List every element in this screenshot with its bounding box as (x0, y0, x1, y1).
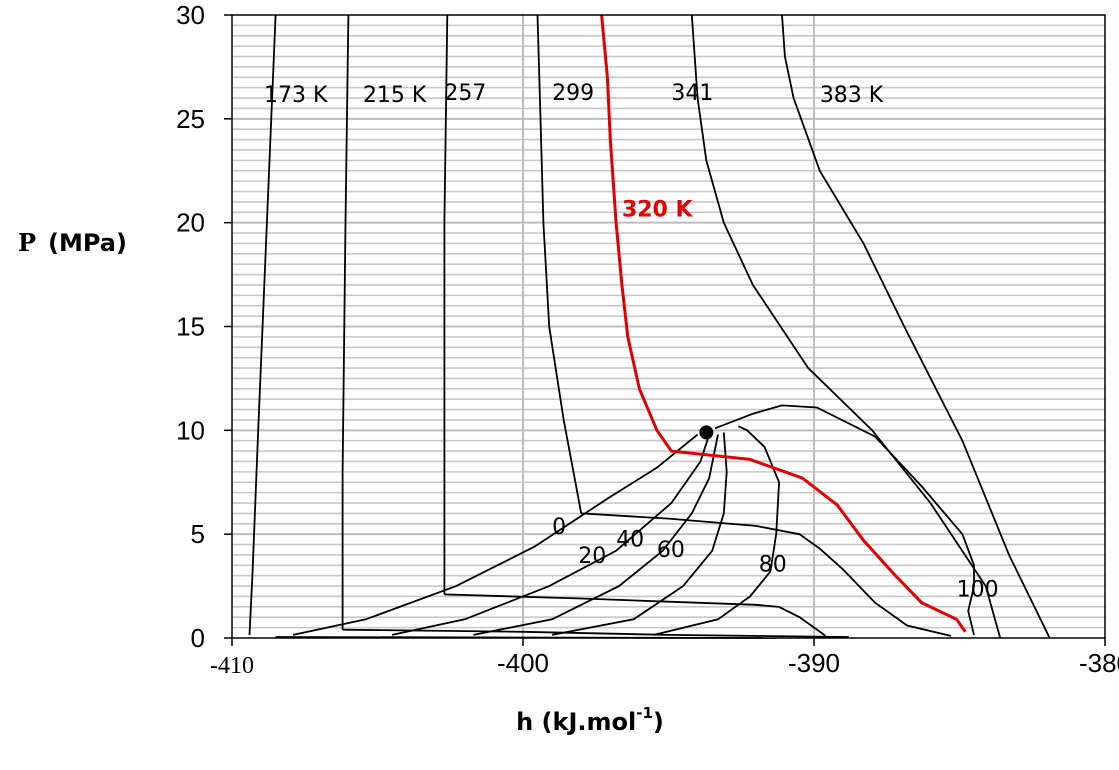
x-axis-title-sup: -1 (636, 704, 653, 722)
grid (232, 15, 1105, 638)
curves (248, 14, 1051, 639)
isotherm-299 (536, 14, 583, 514)
labels: 173 K 215 K 257 299 341 383 K 0 20 40 60 80 100 320 … (264, 81, 999, 602)
tie-line-3 (444, 593, 827, 637)
isotherm-label-299: 299 (552, 81, 594, 106)
isotherm-320-k (600, 14, 967, 633)
x-tick-label: -400 (497, 648, 549, 678)
quality-curve-40 (473, 434, 719, 636)
x-axis-title: h (kJ.mol-1) (516, 704, 664, 736)
x-tick-label: -410 (210, 653, 254, 679)
quality-label-100: 100 (957, 577, 999, 602)
y-axis-title-units: (MPa) (48, 229, 127, 257)
quality-label-60: 60 (657, 538, 685, 563)
y-tick-label: 30 (176, 0, 205, 30)
y-tick-label: 5 (191, 519, 205, 549)
quality-curve-100 (714, 404, 975, 636)
quality-curve-0 (292, 433, 699, 636)
x-tick-label: -390 (788, 648, 840, 678)
isotherm-label-257: 257 (444, 81, 486, 106)
quality-label-80: 80 (759, 553, 787, 578)
y-tick-label: 15 (176, 312, 205, 342)
isotherm-257 (443, 14, 449, 595)
isotherm-label-173-k: 173 K (264, 83, 328, 108)
critical-point-marker (699, 425, 714, 440)
x-tick-label: -380 (1079, 648, 1119, 678)
quality-label-40: 40 (616, 528, 644, 553)
isotherm-383-k (781, 14, 1051, 639)
tie-line-4 (581, 512, 952, 637)
isotherm-215-k (341, 14, 350, 630)
y-tick-label: 10 (176, 415, 205, 445)
y-axis-title-p: P (18, 228, 36, 257)
isotherm-label-383-k: 383 K (820, 83, 884, 108)
quality-label-20: 20 (578, 544, 606, 569)
isotherm-label-341: 341 (671, 81, 713, 106)
y-tick-label: 20 (176, 208, 205, 238)
y-tick-label: 25 (176, 104, 205, 134)
isotherm-label-320-k: 320 K (622, 197, 694, 222)
ticks: -410 -400 -390 -380 0 5 10 15 20 25 30 (176, 0, 1119, 679)
isotherm-341 (690, 14, 1002, 639)
quality-curve-80 (653, 425, 781, 636)
isotherm-173-k (248, 14, 277, 635)
y-tick-label: 0 (191, 623, 205, 653)
isotherm-label-215-k: 215 K (363, 83, 427, 108)
x-axis-title-main: h (kJ.mol (516, 708, 636, 736)
x-axis-title-end: ) (653, 708, 664, 736)
quality-label-0: 0 (552, 515, 566, 540)
quality-curve-60 (551, 432, 728, 636)
tie-line-2 (342, 628, 849, 638)
quality-curve-20 (391, 434, 711, 636)
